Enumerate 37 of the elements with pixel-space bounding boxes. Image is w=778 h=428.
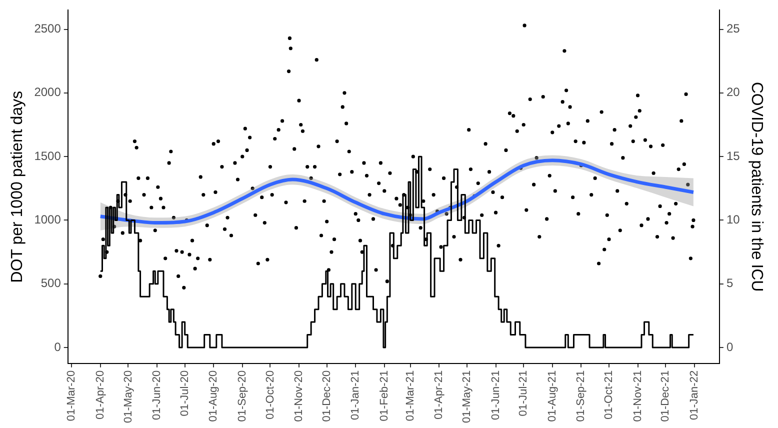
y-tick-label: 2500 bbox=[34, 22, 62, 36]
y-tick-label: 1000 bbox=[34, 212, 62, 227]
y2-tick-label: 15 bbox=[726, 148, 740, 163]
y2-tick-label: 10 bbox=[726, 212, 740, 227]
x-tick-label: 01-Dec-21 bbox=[660, 370, 672, 422]
x-tick-label: 01-May-20 bbox=[122, 370, 134, 423]
y-tick-label: 500 bbox=[40, 276, 62, 290]
y-tick-label: 0 bbox=[54, 340, 62, 354]
y2-tick-label: 20 bbox=[726, 85, 740, 100]
x-tick-label: 01-Nov-20 bbox=[293, 370, 306, 422]
x-tick-label: 01-Sep-21 bbox=[575, 370, 588, 422]
x-tick-label: 01-Apr-21 bbox=[433, 370, 446, 420]
x-tick-label: 01-Sep-20 bbox=[236, 370, 248, 422]
x-tick-label: 01-Jan-22 bbox=[688, 370, 700, 420]
x-tick-label: 01-Jun-20 bbox=[151, 370, 164, 420]
y2-tick-label: 0 bbox=[726, 340, 734, 354]
x-tick-label: 01-Dec-20 bbox=[320, 370, 333, 422]
x-tick-label: 01-Jun-21 bbox=[490, 370, 502, 420]
x-tick-label: 01-Aug-20 bbox=[208, 370, 220, 422]
y-axis-title: DOT per 1000 patient days bbox=[9, 90, 26, 283]
y-tick-label: 2000 bbox=[34, 85, 62, 100]
x-tick-label: 01-Oct-20 bbox=[264, 370, 276, 420]
x-tick-label: 01-May-21 bbox=[461, 370, 474, 423]
y2-axis-title: COVID-19 patients in the ICU bbox=[748, 82, 765, 292]
x-tick-label: 01-Mar-20 bbox=[66, 370, 78, 422]
x-tick-label: 01-Aug-21 bbox=[546, 370, 558, 422]
x-tick-label: 01-Mar-21 bbox=[404, 370, 416, 422]
x-tick-label: 01-Feb-21 bbox=[378, 370, 390, 422]
y2-tick-label: 25 bbox=[726, 22, 740, 36]
x-tick-label: 01-Apr-20 bbox=[94, 370, 106, 420]
x-tick-label: 01-Nov-21 bbox=[632, 370, 644, 422]
x-tick-label: 01-Jul-21 bbox=[518, 370, 530, 416]
y-tick-label: 1500 bbox=[34, 148, 62, 163]
x-tick-label: 01-Oct-21 bbox=[603, 370, 616, 420]
y2-tick-label: 5 bbox=[726, 276, 734, 290]
x-tick-label: 01-Jan-21 bbox=[350, 370, 362, 420]
x-tick-label: 01-Jul-20 bbox=[178, 370, 191, 416]
